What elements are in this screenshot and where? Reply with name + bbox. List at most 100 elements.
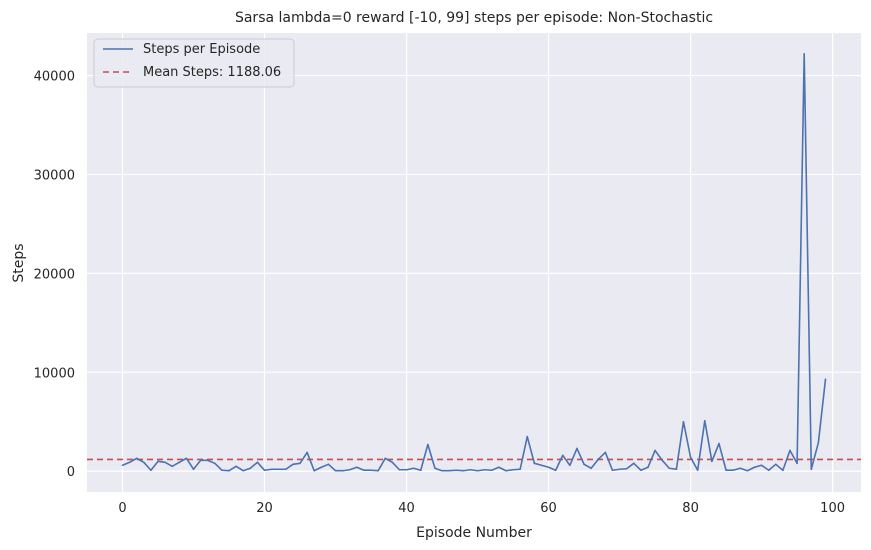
data-point (625, 467, 628, 470)
data-point (476, 469, 479, 472)
data-point (718, 442, 720, 445)
data-point (249, 467, 252, 470)
y-tick-label: 20000 (34, 267, 75, 282)
data-point (789, 449, 791, 452)
data-points (121, 52, 827, 472)
x-tick-label: 0 (118, 501, 126, 516)
data-point (391, 461, 394, 464)
data-point (263, 469, 266, 472)
y-tick-label: 40000 (34, 70, 75, 85)
data-point (370, 469, 372, 472)
data-point (817, 441, 820, 444)
data-point (185, 457, 188, 460)
data-point (725, 469, 727, 472)
data-point (427, 443, 429, 446)
data-point (597, 458, 600, 461)
y-axis-label: Steps (11, 243, 27, 282)
data-point (561, 454, 564, 457)
data-point (221, 469, 223, 472)
y-tick-label: 30000 (34, 168, 75, 183)
data-point (618, 468, 621, 471)
data-point (157, 460, 159, 463)
x-axis-ticks: 0 20 40 60 80 100 (118, 501, 845, 516)
data-point (583, 463, 585, 466)
data-point (647, 466, 649, 469)
data-point (604, 451, 607, 454)
data-point (554, 469, 557, 472)
data-point (824, 378, 827, 381)
data-point (171, 465, 174, 468)
data-point (547, 466, 550, 469)
data-point (299, 462, 301, 465)
data-point (164, 461, 166, 464)
data-point (135, 457, 138, 460)
data-point (696, 469, 699, 472)
data-point (306, 451, 308, 454)
data-point (398, 468, 401, 471)
data-point (767, 469, 770, 472)
data-point (512, 468, 514, 471)
data-point (519, 468, 521, 471)
data-point (760, 464, 763, 467)
data-point (668, 467, 671, 470)
data-point (206, 459, 209, 462)
legend-label-mean: Mean Steps: 1188.06 (143, 65, 281, 80)
data-point (469, 468, 472, 471)
data-point (803, 52, 805, 55)
steps-per-episode-line (122, 52, 827, 472)
data-point (256, 461, 259, 464)
legend-box (93, 38, 295, 88)
data-point (540, 464, 543, 467)
data-point (441, 469, 443, 472)
x-tick-label: 60 (540, 501, 557, 516)
legend: Steps per Episode Mean Steps: 1188.06 (93, 38, 295, 88)
data-point (235, 465, 237, 468)
data-point (199, 459, 202, 462)
data-point (448, 469, 450, 472)
data-point (689, 456, 692, 459)
data-point (128, 461, 131, 464)
x-tick-label: 100 (820, 501, 845, 516)
data-point (363, 469, 365, 472)
x-tick-label: 80 (682, 501, 699, 516)
y-tick-label: 0 (67, 465, 75, 480)
data-point (533, 462, 536, 465)
data-point (640, 469, 642, 472)
data-point (774, 463, 777, 466)
data-point (675, 468, 678, 471)
data-point (753, 466, 756, 469)
data-point (412, 467, 415, 470)
data-point (214, 462, 216, 465)
data-point (455, 469, 458, 472)
data-point (661, 459, 663, 462)
data-point (796, 462, 798, 465)
data-point (810, 468, 813, 471)
data-point (590, 467, 592, 470)
data-point (682, 420, 685, 423)
data-point (334, 469, 337, 472)
data-point (121, 464, 124, 467)
data-point (285, 468, 287, 471)
data-point (576, 447, 578, 450)
legend-label-steps: Steps per Episode (143, 42, 260, 57)
data-point (490, 469, 493, 472)
data-point (348, 468, 351, 471)
data-point (739, 467, 742, 470)
data-point (462, 469, 465, 472)
data-point (746, 469, 749, 472)
x-axis-label: Episode Number (416, 525, 532, 541)
data-point (782, 469, 784, 472)
data-point (405, 468, 408, 471)
data-point (178, 461, 181, 464)
chart-title: Sarsa lambda=0 reward [-10, 99] steps pe… (235, 10, 713, 26)
data-point (292, 463, 294, 466)
data-point (498, 466, 500, 469)
data-point (377, 469, 379, 472)
data-point (150, 469, 152, 472)
data-point (732, 469, 734, 472)
data-point (703, 419, 706, 422)
data-point (654, 449, 656, 452)
y-tick-label: 10000 (34, 366, 75, 381)
data-point (526, 435, 529, 438)
